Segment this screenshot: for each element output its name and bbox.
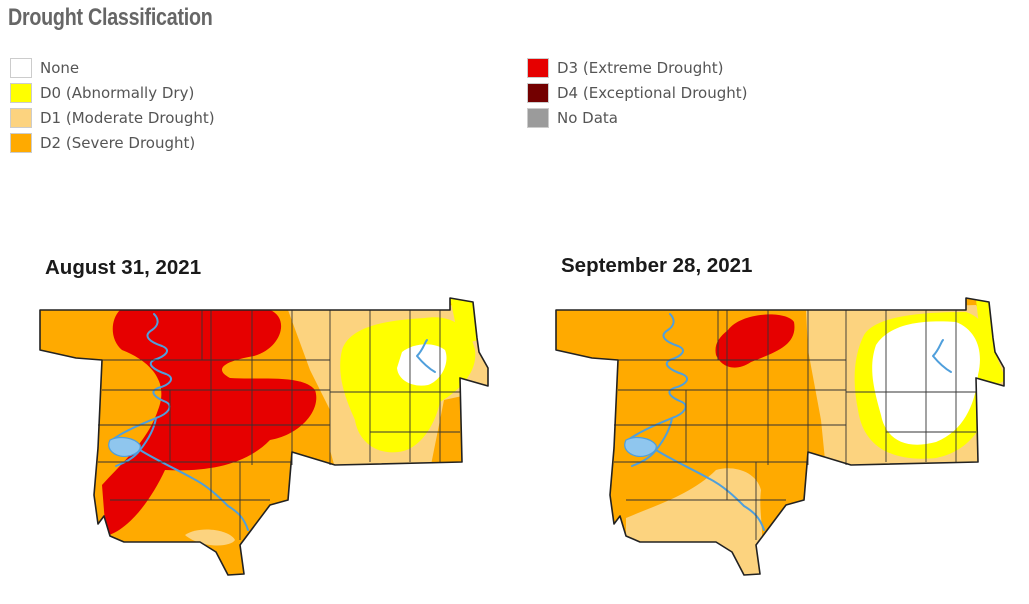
legend-column-right: D3 (Extreme Drought) D4 (Exceptional Dro… [527, 55, 748, 130]
area-d3 [102, 310, 317, 536]
state-outline [555, 297, 1005, 576]
river-east [416, 339, 436, 373]
legend-swatch-d4 [527, 82, 549, 103]
legend-column-left: None D0 (Abnormally Dry) D1 (Moderate Dr… [10, 55, 215, 155]
legend-item-d2: D2 (Severe Drought) [10, 130, 215, 155]
state-outline [39, 297, 489, 576]
legend-label-d0: D0 (Abnormally Dry) [40, 83, 195, 102]
county-lines [614, 310, 976, 540]
legend-item-d3: D3 (Extreme Drought) [527, 55, 748, 80]
legend-swatch-nodata [527, 107, 549, 128]
legend-label-d3: D3 (Extreme Drought) [557, 58, 724, 77]
legend-label-d4: D4 (Exceptional Drought) [557, 83, 748, 102]
legend-swatch-d1 [10, 107, 32, 128]
legend-label-none: None [40, 58, 80, 77]
legend-item-nodata: No Data [527, 105, 748, 130]
area-d3 [715, 314, 795, 368]
legend-item-none: None [10, 55, 215, 80]
drought-map-sep [555, 297, 1005, 576]
legend-swatch-d3 [527, 57, 549, 78]
river-east [932, 339, 952, 373]
legend-title: Drought Classification [8, 4, 213, 31]
area-d0-north [976, 300, 1004, 386]
drought-map-aug [39, 297, 489, 576]
map-date-aug: August 31, 2021 [45, 256, 202, 279]
lake [108, 436, 141, 457]
lake [624, 436, 657, 457]
legend-item-d0: D0 (Abnormally Dry) [10, 80, 215, 105]
legend-label-nodata: No Data [557, 108, 618, 127]
legend-label-d2: D2 (Severe Drought) [40, 133, 196, 152]
legend-item-d4: D4 (Exceptional Drought) [527, 80, 748, 105]
legend-item-d1: D1 (Moderate Drought) [10, 105, 215, 130]
county-lines [98, 310, 460, 540]
legend-label-d1: D1 (Moderate Drought) [40, 108, 215, 127]
map-date-sep: September 28, 2021 [561, 254, 753, 277]
area-none [397, 344, 447, 386]
legend-swatch-d0 [10, 82, 32, 103]
legend-swatch-d2 [10, 132, 32, 153]
legend-swatch-none [10, 57, 32, 78]
area-d0-north [450, 298, 478, 345]
